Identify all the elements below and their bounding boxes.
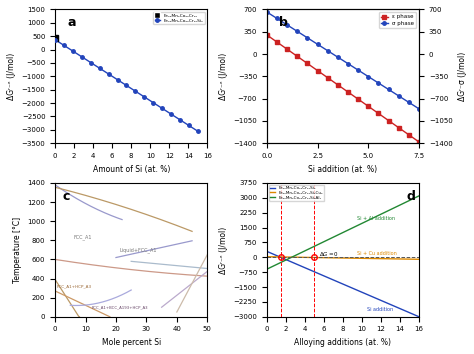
Text: a: a	[67, 16, 76, 29]
Legend: ε phase, σ phase: ε phase, σ phase	[379, 12, 416, 28]
Y-axis label: ΔGʳ⁻ᵋ (J/mol): ΔGʳ⁻ᵋ (J/mol)	[219, 53, 228, 100]
Text: $\Delta G = 0$: $\Delta G = 0$	[319, 250, 339, 258]
Text: Si + Al addition: Si + Al addition	[357, 216, 395, 221]
Text: Si addition: Si addition	[367, 307, 393, 312]
Y-axis label: ΔGʳ⁻σ (J/mol): ΔGʳ⁻σ (J/mol)	[458, 52, 467, 101]
X-axis label: Alloying additions (at. %): Alloying additions (at. %)	[294, 338, 392, 347]
Text: Liquid+FCC_A1: Liquid+FCC_A1	[119, 248, 156, 253]
Text: b: b	[279, 16, 288, 29]
Y-axis label: ΔGʳ⁻ᵋ (J/mol): ΔGʳ⁻ᵋ (J/mol)	[219, 226, 228, 274]
X-axis label: Mole percent Si: Mole percent Si	[101, 338, 161, 347]
Y-axis label: ΔGʳ⁻ᵋ (J/mol): ΔGʳ⁻ᵋ (J/mol)	[7, 53, 16, 100]
Y-axis label: Temperature [°C]: Temperature [°C]	[13, 217, 22, 283]
Legend: Fe₂₅Mn₅Co₂₅Cr₁₅Si₅, Fe₂₅Mn₅Co₂₅Cr₁₅Si₅Cu₅, Fe₂₅Mn₅Co₂₅Cr₁₅Si₅Al₅: Fe₂₅Mn₅Co₂₅Cr₁₅Si₅, Fe₂₅Mn₅Co₂₅Cr₁₅Si₅Cu…	[269, 185, 324, 201]
X-axis label: Si addition (at. %): Si addition (at. %)	[309, 165, 377, 173]
Text: FCC_A1+BCC_A193+HCP_A3: FCC_A1+BCC_A193+HCP_A3	[91, 305, 148, 309]
Legend: Fe₂₅Mn₅Co₂₅Cr₁₅, Fe₂₅Mn₅Co₂₅Cr₁₅Si₅: Fe₂₅Mn₅Co₂₅Cr₁₅, Fe₂₅Mn₅Co₂₅Cr₁₅Si₅	[153, 12, 205, 24]
Text: FCC_A1+HCP_A3: FCC_A1+HCP_A3	[56, 284, 92, 288]
Text: c: c	[63, 190, 70, 202]
Text: d: d	[407, 190, 416, 202]
Text: Si + Cu addition: Si + Cu addition	[357, 251, 397, 256]
X-axis label: Amount of Si (at. %): Amount of Si (at. %)	[92, 165, 170, 173]
Text: FCC_A1: FCC_A1	[73, 234, 92, 240]
